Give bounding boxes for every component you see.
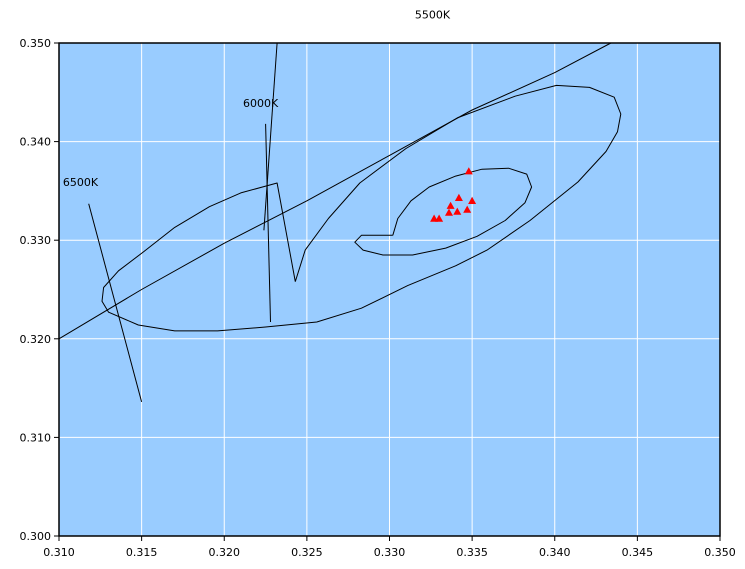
data-point — [430, 214, 439, 222]
y-axis-tick-labels: 0.300 0.310 0.320 0.330 0.340 0.350 — [20, 37, 52, 543]
x-tick-label: 0.350 — [704, 546, 736, 559]
data-point — [445, 208, 453, 216]
gridlines — [59, 43, 720, 536]
data-point — [435, 214, 444, 222]
data-point-group — [430, 167, 477, 222]
curve-group — [58, 42, 622, 403]
x-tick-label: 0.315 — [126, 546, 158, 559]
data-point — [464, 167, 473, 175]
annotations: 5500K 6000K 6500K — [63, 8, 451, 189]
curve-line — [265, 123, 271, 323]
curve-line — [88, 203, 143, 403]
x-tick-label: 0.345 — [622, 546, 654, 559]
data-point — [446, 201, 455, 209]
x-axis-tick-labels: 0.310 0.315 0.320 0.325 0.330 0.335 0.340 0.345… — [43, 546, 736, 559]
y-tick-label: 0.340 — [20, 136, 52, 149]
curve-line — [101, 84, 622, 332]
y-tick-label: 0.350 — [20, 37, 52, 50]
axis-ticks — [54, 42, 721, 541]
curve-line — [58, 42, 612, 340]
x-tick-label: 0.310 — [43, 546, 75, 559]
x-tick-label: 0.320 — [209, 546, 241, 559]
curve-line — [263, 42, 278, 231]
data-point — [453, 207, 462, 215]
x-tick-label: 0.330 — [374, 546, 406, 559]
x-tick-label: 0.335 — [456, 546, 488, 559]
x-tick-label: 0.325 — [291, 546, 323, 559]
data-point — [454, 193, 463, 201]
data-point — [468, 196, 477, 204]
y-tick-label: 0.320 — [20, 333, 52, 346]
y-tick-label: 0.310 — [20, 431, 52, 444]
y-tick-label: 0.300 — [20, 530, 52, 543]
data-point — [463, 205, 472, 213]
annotation-label: 5500K — [415, 8, 451, 21]
x-tick-label: 0.340 — [539, 546, 571, 559]
annotation-label: 6500K — [63, 176, 99, 189]
curve-line — [354, 167, 533, 256]
y-tick-label: 0.330 — [20, 234, 52, 247]
annotation-label: 6000K — [243, 97, 279, 110]
